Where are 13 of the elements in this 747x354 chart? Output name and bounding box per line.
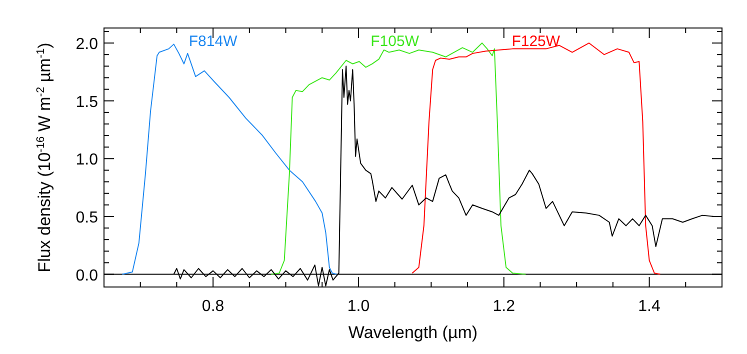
x-tick-label: 1.4	[638, 298, 661, 315]
series-label: F105W	[370, 33, 420, 50]
y-tick-label: 0.0	[76, 267, 98, 284]
x-tick-label: 0.8	[202, 298, 224, 315]
y-tick-label: 0.5	[76, 209, 98, 226]
series-label: F125W	[512, 33, 561, 50]
y-tick-label: 1.5	[76, 94, 98, 111]
y-tick-label: 1.0	[76, 152, 98, 169]
series-label: F814W	[188, 33, 238, 50]
x-axis-title: Wavelength (µm)	[348, 323, 478, 342]
x-tick-label: 1.2	[492, 298, 516, 315]
x-tick-label: 1.0	[347, 298, 370, 315]
y-tick-label: 2.0	[76, 36, 98, 54]
